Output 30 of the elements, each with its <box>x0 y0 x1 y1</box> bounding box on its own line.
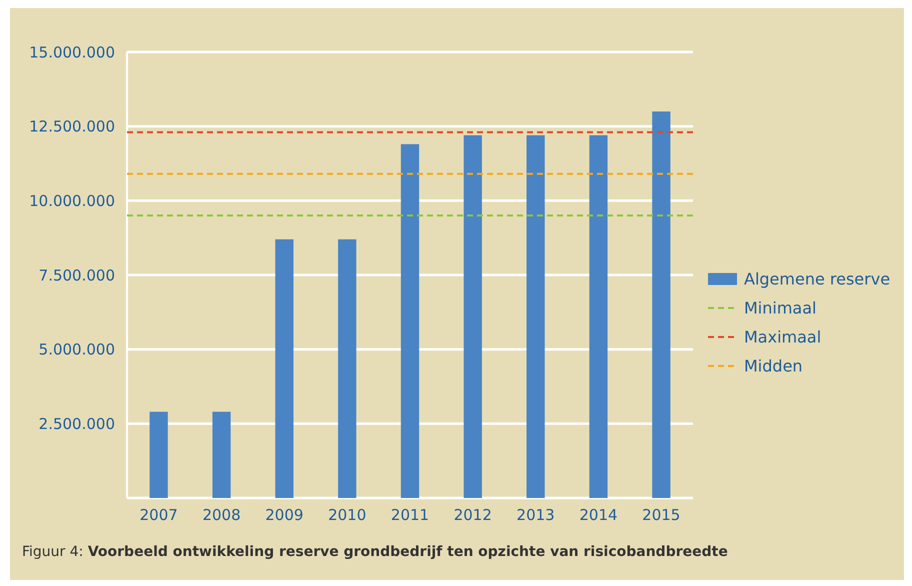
x-tick-label: 2008 <box>202 506 241 524</box>
text: Figuur 4: <box>22 544 88 560</box>
bar <box>212 412 231 498</box>
x-tick-label: 2011 <box>390 506 430 524</box>
y-tick-label: 12.500.000 <box>29 118 115 136</box>
bar <box>400 144 420 498</box>
bar <box>275 239 294 498</box>
bar <box>464 135 482 498</box>
bar <box>652 111 670 498</box>
x-tick-label: 2010 <box>328 506 366 524</box>
x-tick-label: 2013 <box>516 506 555 524</box>
y-tick-label: 15.000.000 <box>29 43 115 62</box>
y-tick-label: 5.000.000 <box>38 340 115 359</box>
legend-label: Midden <box>744 356 803 376</box>
x-tick-label: 2014 <box>579 506 618 524</box>
bar <box>526 135 545 498</box>
x-tick-label: 2015 <box>642 506 680 524</box>
legend-label: Minimaal <box>744 298 816 318</box>
x-tick-label: 2009 <box>265 506 304 524</box>
y-tick-label: 10.000.000 <box>29 192 115 210</box>
x-tick-label: 2007 <box>140 506 178 524</box>
y-tick-label: 7.500.000 <box>38 266 115 284</box>
legend-label: Maximaal <box>744 328 822 347</box>
bar <box>150 412 168 498</box>
bar <box>589 135 608 498</box>
text: Voorbeeld ontwikkeling reserve grondbedrijf ten opzichte van risicobandbreedte <box>88 544 728 560</box>
x-tick-label: 2012 <box>454 506 492 524</box>
y-tick-label: 2.500.000 <box>38 414 115 433</box>
bar <box>338 239 356 498</box>
legend-label: Algemene reserve <box>744 270 890 289</box>
